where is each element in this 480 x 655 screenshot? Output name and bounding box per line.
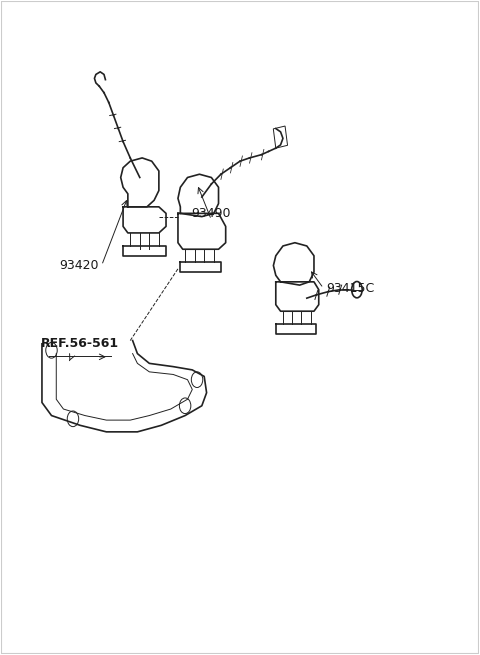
- Bar: [273, 126, 288, 148]
- Text: REF.56-561: REF.56-561: [41, 337, 119, 350]
- Text: 93415C: 93415C: [326, 282, 374, 295]
- Text: 93420: 93420: [60, 259, 99, 272]
- Text: 93490: 93490: [192, 207, 231, 220]
